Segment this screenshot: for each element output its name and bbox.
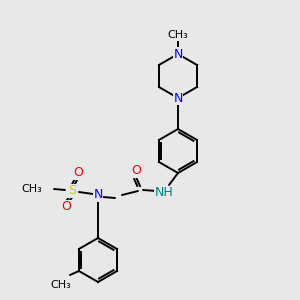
Text: O: O bbox=[131, 164, 141, 178]
Text: N: N bbox=[173, 47, 183, 61]
Text: O: O bbox=[61, 200, 71, 214]
Text: CH₃: CH₃ bbox=[51, 280, 71, 290]
Text: N: N bbox=[93, 188, 103, 202]
Text: CH₃: CH₃ bbox=[21, 184, 42, 194]
Text: NH: NH bbox=[154, 187, 173, 200]
Text: S: S bbox=[68, 184, 76, 197]
Text: N: N bbox=[173, 92, 183, 104]
Text: O: O bbox=[73, 167, 83, 179]
Text: CH₃: CH₃ bbox=[168, 30, 188, 40]
